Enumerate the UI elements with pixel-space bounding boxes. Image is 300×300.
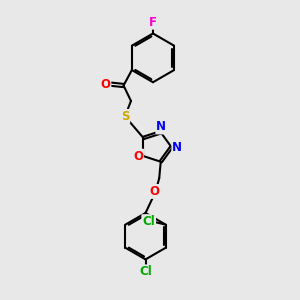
Text: N: N xyxy=(156,121,166,134)
Text: O: O xyxy=(133,150,143,163)
Text: F: F xyxy=(149,16,157,29)
Text: Cl: Cl xyxy=(142,215,155,228)
Text: O: O xyxy=(100,77,110,91)
Text: S: S xyxy=(121,110,129,123)
Text: O: O xyxy=(149,185,159,198)
Text: Cl: Cl xyxy=(139,266,152,278)
Text: N: N xyxy=(172,140,182,154)
